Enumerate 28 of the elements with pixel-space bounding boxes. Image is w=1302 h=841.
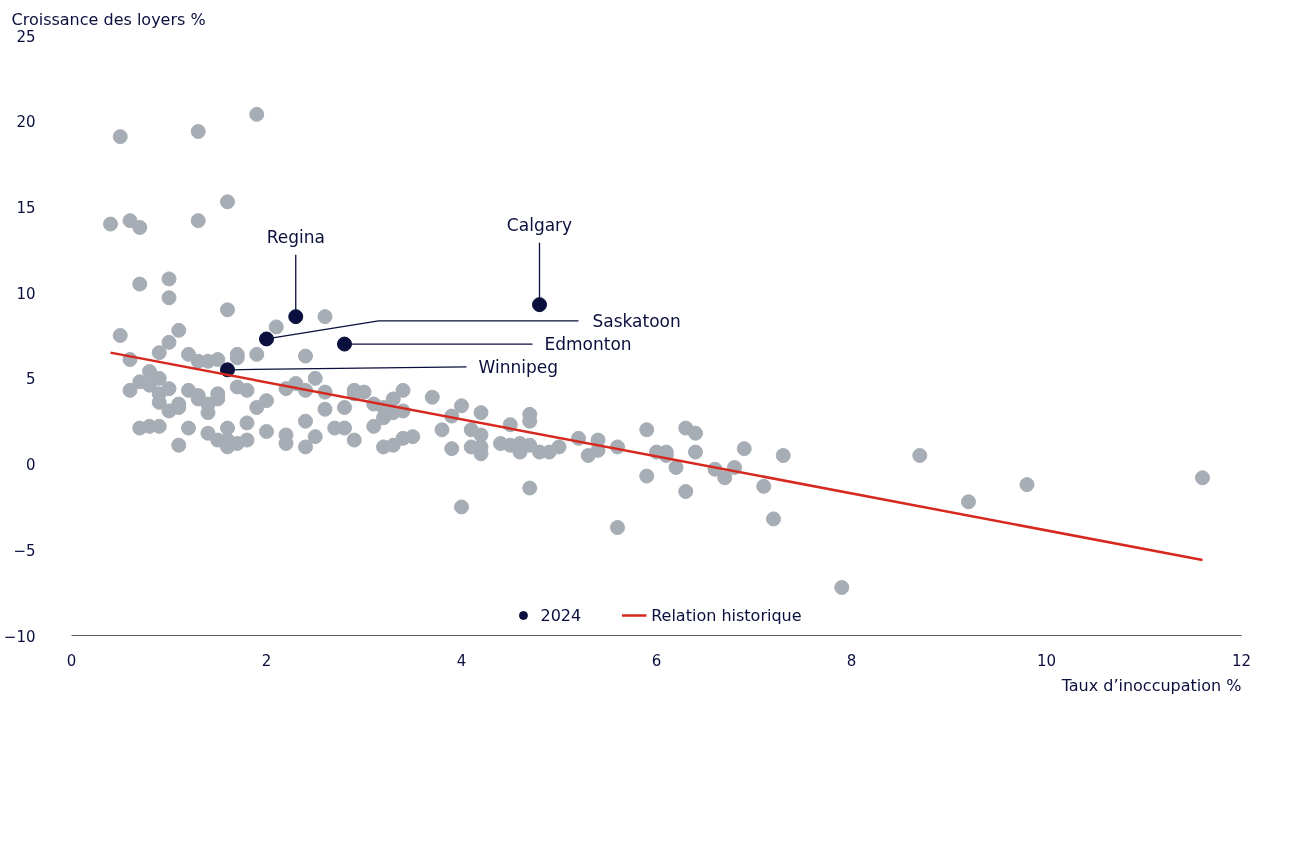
y-tick-label: −5	[13, 541, 36, 560]
x-tick-label: 8	[846, 651, 857, 670]
point	[532, 297, 547, 313]
y-tick-label: 25	[16, 27, 36, 46]
annotation: Saskatoon	[592, 310, 681, 331]
x-tick-label: 12	[1231, 651, 1252, 670]
annotation: Regina	[266, 226, 325, 247]
legend-label: 2024	[540, 605, 582, 625]
annotation: Winnipeg	[478, 356, 558, 377]
point	[337, 336, 352, 352]
point	[259, 331, 274, 347]
annotation: Calgary	[506, 214, 573, 235]
x-tick-label: 0	[66, 651, 77, 670]
y-tick-label: 15	[16, 198, 36, 217]
y-tick-label: 5	[25, 370, 36, 389]
y-axis-title: Croissance des loyers %	[11, 9, 206, 29]
y-tick-label: 20	[16, 113, 36, 132]
x-axis-title: Taux d’inoccupation %	[1060, 675, 1242, 695]
x-tick-label: 4	[456, 651, 467, 670]
annotation: Edmonton	[544, 334, 632, 355]
y-tick-label: 10	[16, 284, 36, 303]
x-tick-label: 6	[651, 651, 662, 670]
x-tick-label: 2	[261, 651, 272, 670]
point	[288, 309, 304, 325]
y-tick-label: −10	[3, 627, 36, 646]
y-tick-label: 0	[25, 456, 36, 475]
x-tick-label: 10	[1036, 651, 1057, 670]
legend-label: Relation historique	[651, 605, 802, 625]
